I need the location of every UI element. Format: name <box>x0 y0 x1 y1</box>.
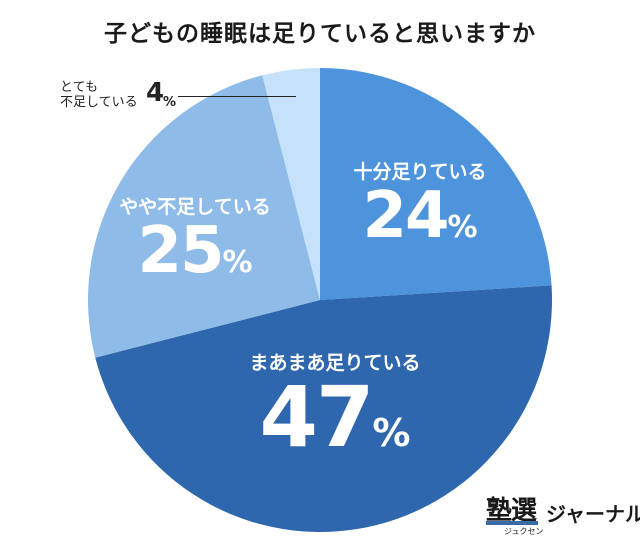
brand-logo: 塾選 ジュクセン ジャーナル <box>486 490 640 536</box>
slice-unit: % <box>163 95 177 110</box>
slice-category: 十分足りている <box>353 161 487 183</box>
slice-label-25: やや不足している 25% <box>110 192 280 283</box>
logo-pencil-bar <box>486 521 538 525</box>
pie-slice-2 <box>87 75 320 358</box>
slice-value: 24 <box>362 179 449 253</box>
slice-category: まあまあ足りている <box>249 352 421 374</box>
pie-slice-3 <box>262 68 320 300</box>
logo-suffix: ジャーナル <box>546 502 640 526</box>
slice-category: やや不足している <box>119 196 271 218</box>
slice-unit: % <box>447 210 478 245</box>
chart-title: 子どもの睡眠は足りていると思いますか <box>104 21 536 47</box>
slice-unit: % <box>372 411 411 455</box>
pie-slice-0 <box>320 68 552 300</box>
slice-label-4: とても 不足している 4 % <box>60 80 176 110</box>
slice-value: 47 <box>259 368 375 466</box>
slice-category-line2: 不足している <box>60 95 138 110</box>
slice-label-47: まあまあ足りている 47% <box>225 348 445 459</box>
leader-line <box>178 96 296 97</box>
pie-slice-1 <box>95 285 552 532</box>
slice-label-24: 十分足りている 24% <box>345 157 495 248</box>
slice-value: 4 <box>146 78 165 108</box>
slice-value: 25 <box>137 214 224 288</box>
slice-category-line1: とても <box>60 80 98 95</box>
slice-unit: % <box>222 245 253 280</box>
logo-ruby: ジュクセン <box>504 527 544 536</box>
